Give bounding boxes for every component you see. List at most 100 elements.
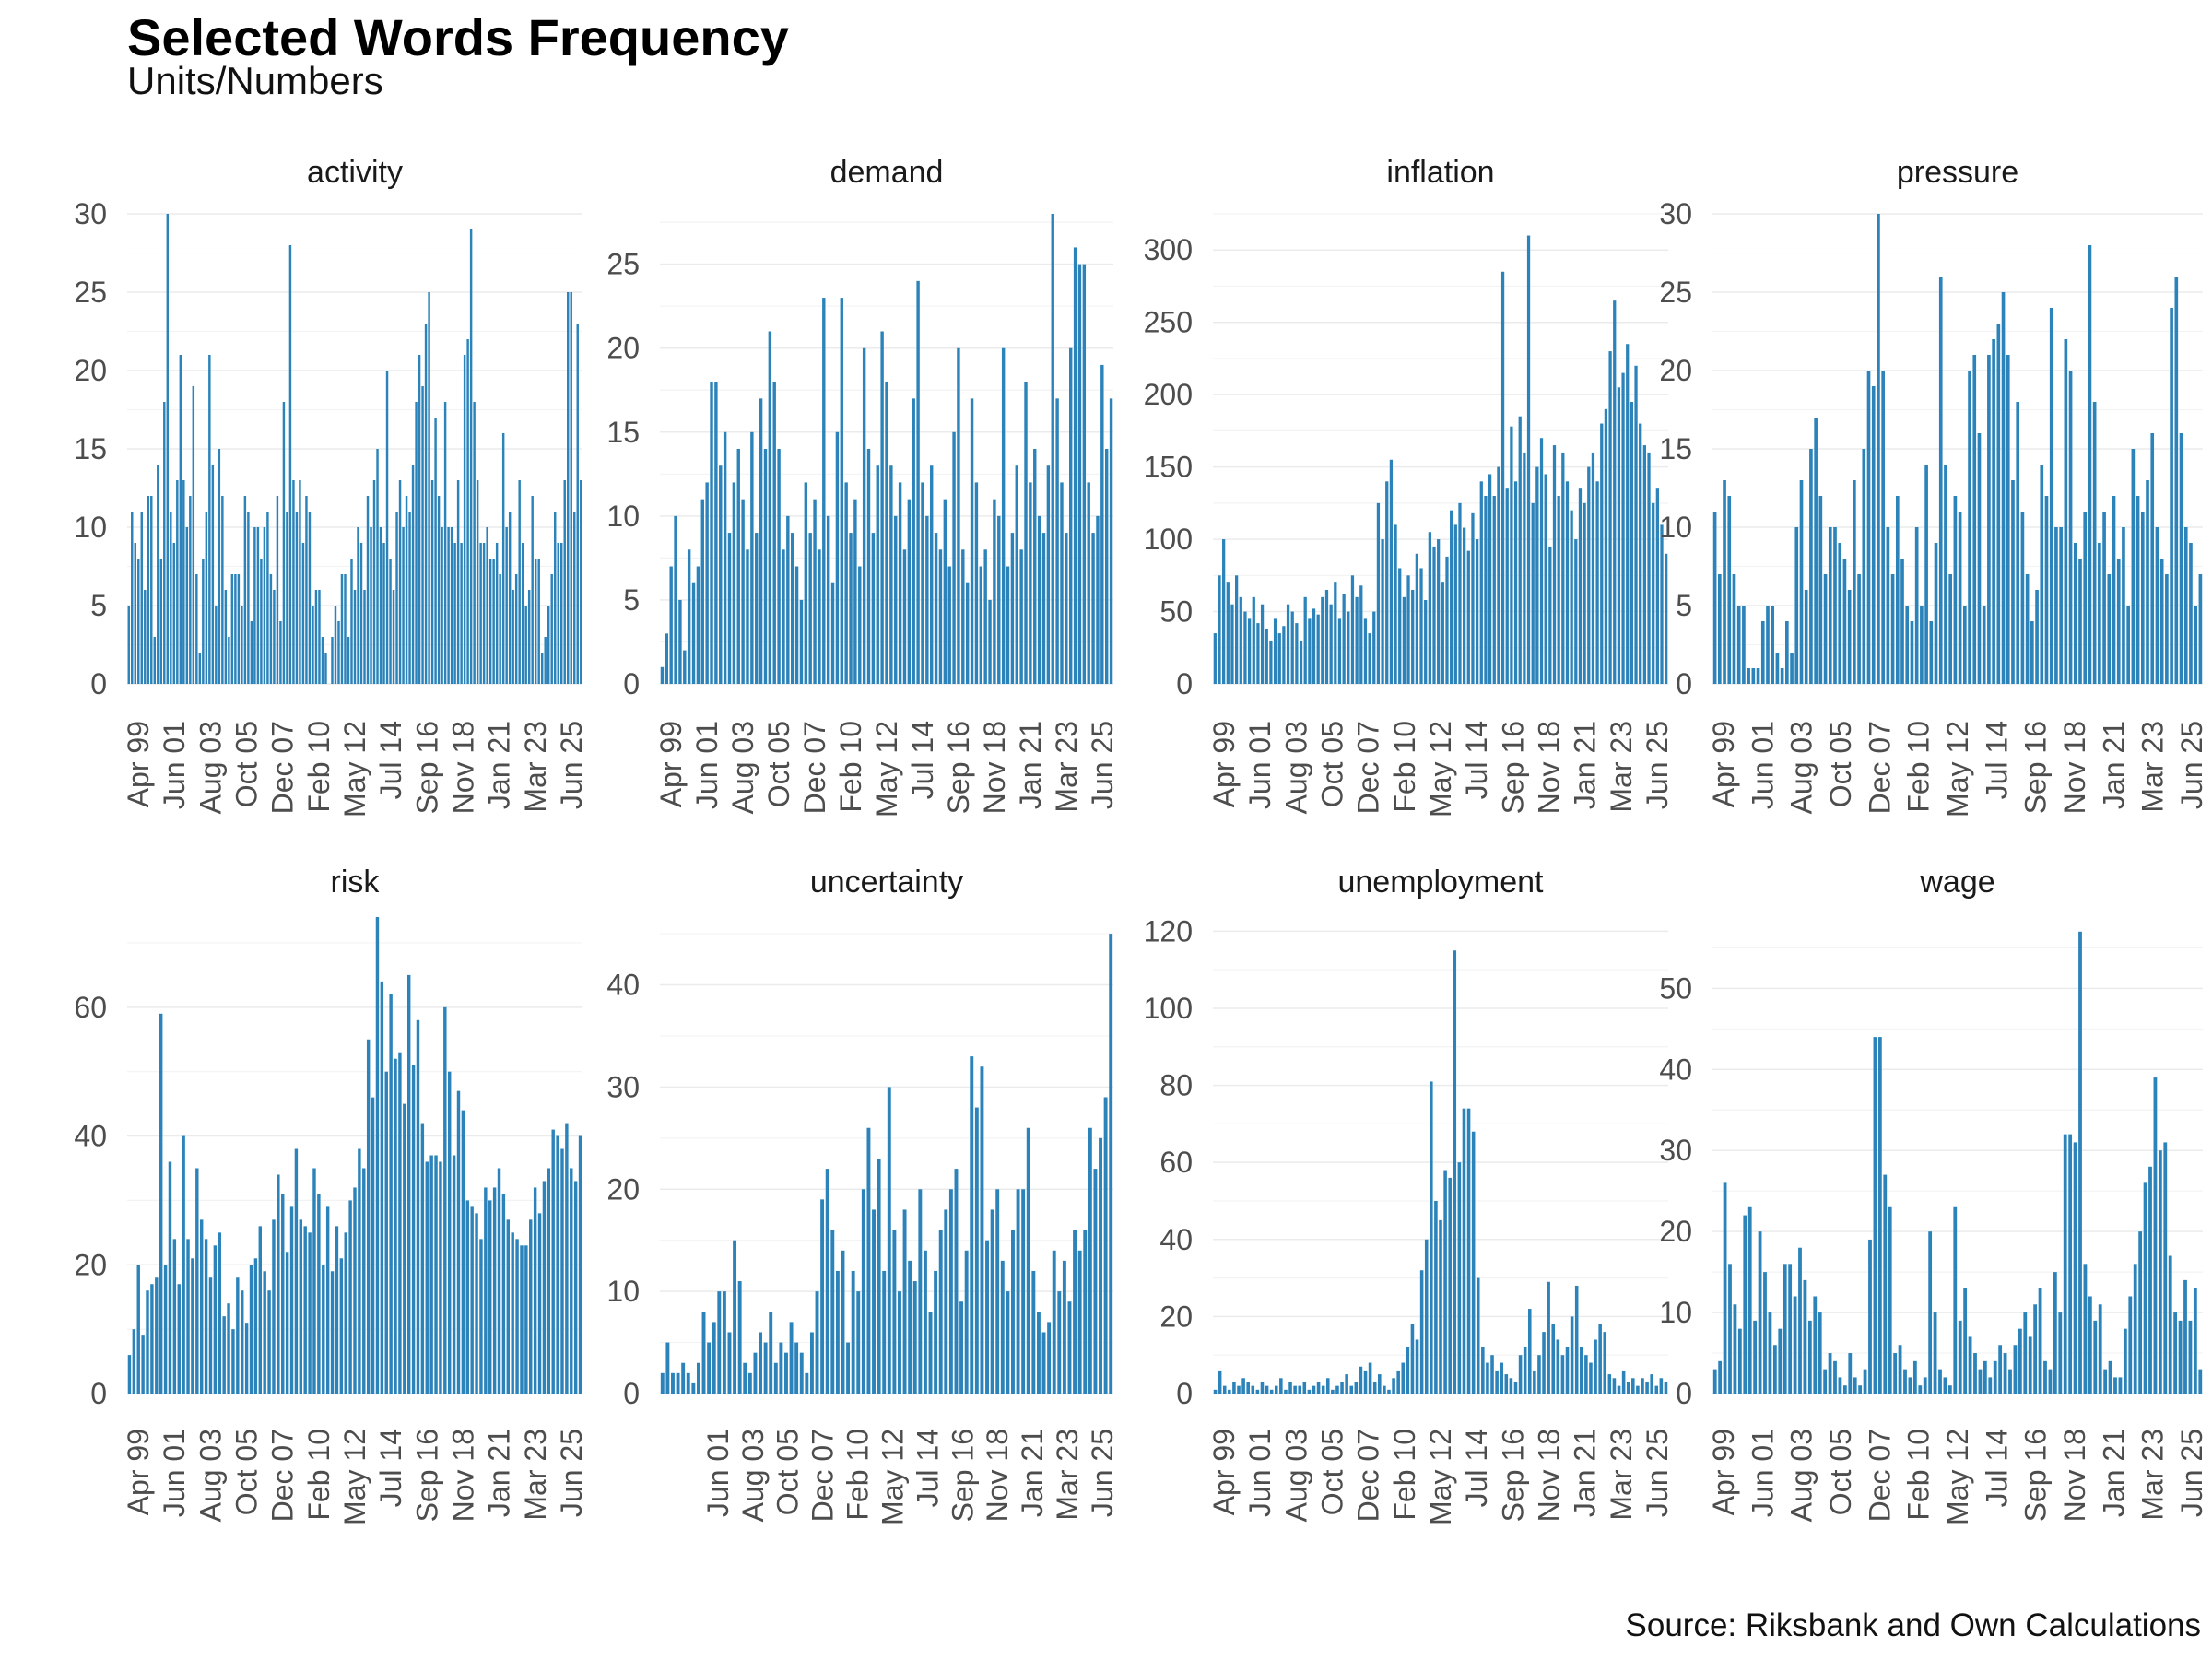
bar (1402, 596, 1406, 684)
bar (2083, 512, 2088, 684)
bar (1537, 1355, 1541, 1394)
bar (191, 1258, 194, 1394)
bar (948, 1189, 953, 1394)
bar (132, 1329, 136, 1394)
bar (2011, 480, 2015, 684)
bar (858, 566, 862, 684)
bar (2008, 1369, 2012, 1394)
bar (2133, 1264, 2137, 1394)
bar (1029, 482, 1032, 684)
bar (813, 499, 817, 684)
x-tick-label: May 12 (1941, 1429, 1974, 1525)
y-tick-label: 5 (90, 589, 107, 622)
bar (1504, 1374, 1509, 1394)
bar (1279, 1378, 1283, 1394)
bar (1398, 568, 1402, 684)
bar (237, 574, 241, 684)
bar (560, 1148, 564, 1394)
bar (1041, 533, 1046, 684)
bar (573, 512, 576, 684)
x-tick-label: Aug 03 (194, 1429, 227, 1522)
panel-title: demand (830, 155, 944, 190)
bar (285, 1252, 289, 1394)
bar (1430, 1081, 1433, 1394)
x-tick-label: Jan 21 (483, 1429, 516, 1517)
bar (1307, 1389, 1312, 1394)
y-tick-label: 60 (1159, 1146, 1193, 1179)
bar (1570, 1316, 1574, 1394)
bar (153, 637, 157, 684)
bar (350, 559, 353, 684)
bar (1308, 618, 1312, 684)
x-tick-label: Aug 03 (1279, 721, 1312, 814)
bar (211, 465, 215, 684)
bar (741, 499, 745, 684)
bar (2113, 1377, 2117, 1394)
bar (272, 1219, 276, 1394)
bar (1329, 604, 1333, 684)
bar (146, 1290, 149, 1394)
bar (912, 1281, 917, 1394)
bar (925, 515, 929, 684)
bar (204, 1239, 208, 1394)
bar (1077, 264, 1082, 684)
bar (1938, 276, 1943, 684)
bar (1923, 1377, 1927, 1394)
bar (876, 465, 879, 684)
bar (1088, 1127, 1092, 1394)
x-tick-label: Oct 05 (230, 1429, 264, 1515)
x-tick-label: Dec 07 (1352, 1429, 1385, 1522)
x-tick-label: Jul 14 (1980, 1429, 2013, 1507)
x-tick-label: Apr 99 (1707, 1429, 1740, 1515)
bar (1321, 1385, 1325, 1394)
bar (136, 1265, 140, 1394)
bar (501, 433, 505, 684)
bar (380, 981, 384, 1394)
y-tick-label: 20 (74, 354, 107, 387)
bar (769, 1312, 773, 1394)
bar (195, 574, 198, 684)
x-tick-label: Jun 25 (2175, 1429, 2208, 1517)
y-tick-label: 10 (74, 511, 107, 544)
bar (157, 465, 159, 684)
bar (1010, 533, 1015, 684)
x-tick-label: Jul 14 (374, 721, 407, 799)
bar (1766, 606, 1770, 684)
bar (392, 590, 395, 684)
bar (983, 549, 987, 684)
bar (1977, 433, 1982, 684)
bar (1355, 596, 1359, 684)
x-tick-label: Feb 10 (834, 721, 867, 813)
x-tick-label: Jan 21 (2097, 721, 2130, 809)
bar (385, 371, 389, 684)
bar (1251, 1385, 1255, 1394)
bar (348, 1200, 352, 1394)
x-tick-label: Aug 03 (1785, 721, 1818, 814)
bar (1222, 1385, 1227, 1394)
bar (227, 1303, 230, 1394)
bar (2122, 527, 2125, 684)
bar (2028, 1336, 2032, 1394)
bar (768, 331, 772, 684)
bar (1359, 1366, 1363, 1394)
bar (1213, 633, 1217, 684)
bar (898, 482, 902, 684)
bar (299, 1219, 303, 1394)
bar (308, 512, 312, 684)
bar (1972, 355, 1977, 684)
bar (1321, 596, 1324, 684)
bar (2016, 402, 2020, 684)
bar (1988, 1377, 1993, 1394)
bar (1842, 1385, 1847, 1394)
bar (1243, 611, 1247, 684)
bar (1548, 546, 1552, 684)
x-tick-label: Dec 07 (1863, 721, 1896, 814)
x-tick-label: Jun 25 (1086, 721, 1119, 809)
bar (560, 543, 563, 684)
bar (347, 637, 350, 684)
bar (1448, 1177, 1452, 1394)
x-tick-label: Sep 16 (2019, 721, 2053, 814)
bar (840, 298, 843, 684)
x-tick-label: Jun 25 (2175, 721, 2208, 809)
bar (1345, 1374, 1348, 1394)
